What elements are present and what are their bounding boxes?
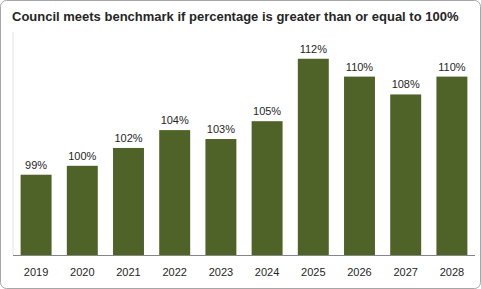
chart-svg: Council meets benchmark if percentage is… [0,0,481,289]
data-label: 102% [114,132,142,144]
x-tick-label: 2023 [209,266,233,278]
bar [21,175,52,255]
data-label: 112% [300,43,328,55]
data-labels: 99% 100% 102% 104% 103% 105% 112% 110% 108% 110% [25,43,466,171]
data-label: 104% [161,114,189,126]
data-label: 110% [346,61,374,73]
x-tick-label: 2027 [393,266,417,278]
x-tick-label: 2028 [440,266,464,278]
data-label: 100% [68,150,96,162]
x-tick-labels: 2019 2020 2021 2022 2023 2024 2025 2026 2027 2028 [24,266,464,278]
bar [252,121,283,255]
chart-container: Council meets benchmark if percentage is… [0,0,481,289]
y-axis-line [13,32,14,255]
data-label: 108% [392,78,420,90]
x-axis-line [13,255,475,256]
x-tick-label: 2020 [70,266,94,278]
bar [159,130,190,255]
x-tick-label: 2021 [116,266,140,278]
bar [67,166,98,255]
bar [436,77,467,255]
bar [205,139,236,255]
data-label: 110% [438,61,466,73]
bar [390,94,421,255]
data-label: 105% [253,105,281,117]
bars [21,59,468,255]
x-tick-label: 2026 [347,266,371,278]
data-label: 99% [25,159,47,171]
data-label: 103% [207,123,235,135]
x-tick-label: 2022 [162,266,186,278]
bar [298,59,329,255]
bar [113,148,144,255]
chart-frame [1,1,481,289]
x-tick-label: 2019 [24,266,48,278]
bar [344,77,375,255]
title: Council meets benchmark if percentage is… [12,9,459,24]
x-tick-label: 2025 [301,266,325,278]
x-tick-label: 2024 [255,266,279,278]
